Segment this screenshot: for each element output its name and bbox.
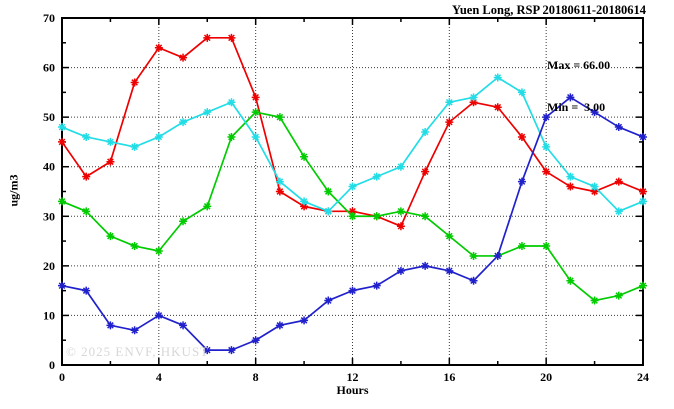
- y-tick-label: 20: [43, 259, 55, 273]
- x-tick-label: 4: [156, 370, 162, 384]
- x-tick-label: 20: [540, 370, 552, 384]
- chart-title: Yuen Long, RSP 20180611-20180614: [451, 3, 646, 17]
- x-tick-label: 12: [347, 370, 359, 384]
- blue-series-markers: [58, 93, 647, 355]
- y-tick-label: 0: [49, 358, 55, 372]
- x-tick-label: 0: [59, 370, 65, 384]
- min-value-label: Min = 3.00: [547, 100, 606, 114]
- y-tick-label: 70: [43, 11, 55, 25]
- y-tick-label: 40: [43, 160, 55, 174]
- x-tick-label: 8: [253, 370, 259, 384]
- y-tick-label: 50: [43, 110, 55, 124]
- x-tick-label: 16: [443, 370, 455, 384]
- watermark: © 2025 ENVF, HKUST: [66, 344, 210, 359]
- max-min-annotation: Max = 66.00 Min = 3.00: [547, 30, 610, 142]
- x-tick-label: 24: [637, 370, 649, 384]
- y-axis-label: ug/m3: [6, 174, 21, 207]
- y-tick-label: 60: [43, 61, 55, 75]
- x-axis-label: Hours: [336, 383, 369, 397]
- green-series-markers: [58, 108, 647, 305]
- max-value-label: Max = 66.00: [547, 58, 611, 72]
- y-tick-label: 30: [43, 209, 55, 223]
- cyan-series-markers: [58, 73, 647, 216]
- y-tick-label: 10: [43, 308, 55, 322]
